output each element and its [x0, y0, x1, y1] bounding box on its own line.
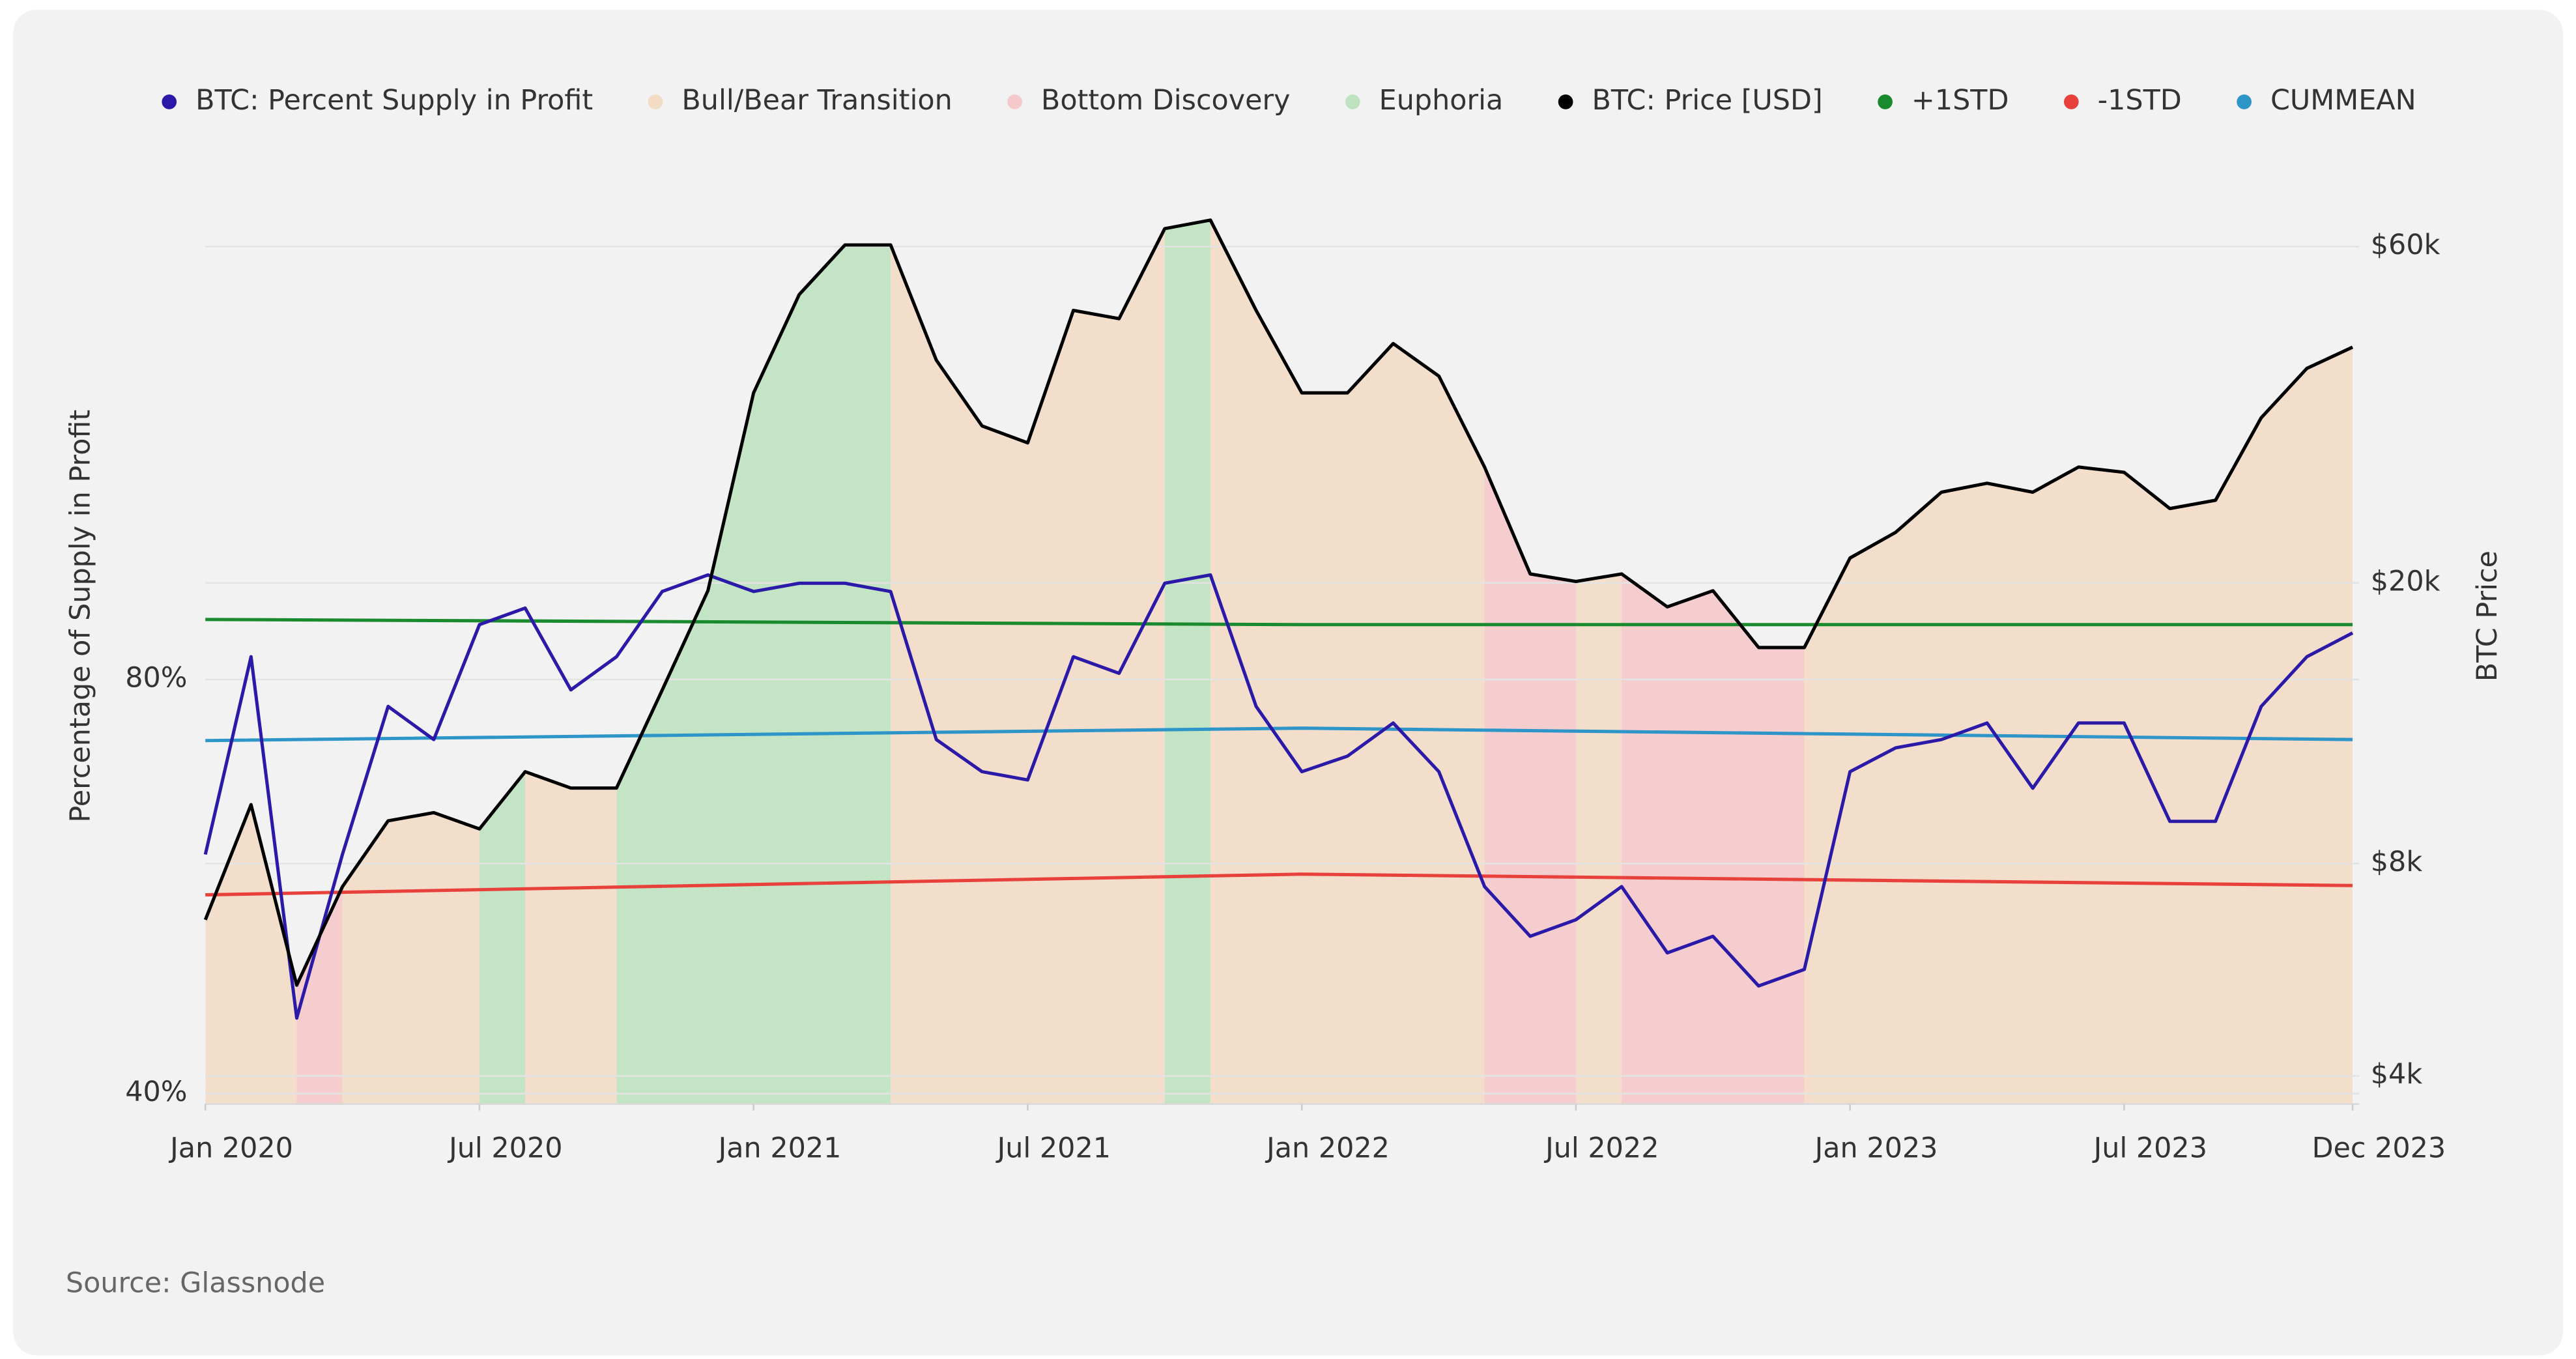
y2-tick-label: $20k [2371, 565, 2440, 597]
regime-band [1164, 220, 1210, 1104]
legend-label: BTC: Percent Supply in Profit [195, 84, 593, 117]
x-tick-label: Jan 2021 [717, 1132, 842, 1165]
legend-swatch [162, 94, 177, 109]
legend-label: BTC: Price [USD] [1592, 84, 1822, 117]
y2-tick-label: $4k [2371, 1058, 2423, 1091]
legend-label: CUMMEAN [2270, 84, 2416, 117]
series-line [205, 618, 2353, 627]
x-tick-label: Jan 2022 [1265, 1132, 1390, 1165]
y2-axis-title: BTC Price [2471, 551, 2504, 681]
legend-swatch [1007, 94, 1022, 109]
y-axis-title: Percentage of Supply in Profit [64, 410, 97, 823]
x-tick-label: Jul 2020 [447, 1132, 562, 1165]
legend-label: Euphoria [1379, 84, 1504, 117]
series-line [203, 573, 2354, 1020]
y2-tick-label: $60k [2371, 229, 2440, 261]
y2-tick-label: $8k [2371, 846, 2423, 878]
x-tick-label: Jul 2021 [995, 1132, 1111, 1165]
y-tick-label: 40% [125, 1076, 187, 1108]
legend-swatch [2237, 94, 2252, 109]
x-tick-label: Jan 2020 [168, 1132, 293, 1165]
legend-label: +1STD [1911, 84, 2009, 117]
series-line [203, 218, 2354, 987]
legend-swatch [1345, 94, 1360, 109]
x-tick-label: Jan 2023 [1813, 1132, 1938, 1165]
legend-swatch [1558, 94, 1573, 109]
legend-label: Bull/Bear Transition [681, 84, 952, 117]
x-tick-label: Dec 2023 [2312, 1132, 2446, 1165]
series-line [205, 726, 2353, 743]
source: Source: Glassnode [66, 1266, 325, 1299]
legend-swatch [2063, 94, 2079, 109]
legend-swatch [648, 94, 663, 109]
x-tick-label: Jul 2023 [2092, 1132, 2207, 1165]
series-line [205, 872, 2353, 897]
y-tick-label: 80% [125, 662, 187, 694]
legend-label: -1STD [2098, 84, 2182, 117]
legend-swatch [1878, 94, 1893, 109]
legend-label: Bottom Discovery [1041, 84, 1291, 117]
x-tick-label: Jul 2022 [1543, 1132, 1659, 1165]
